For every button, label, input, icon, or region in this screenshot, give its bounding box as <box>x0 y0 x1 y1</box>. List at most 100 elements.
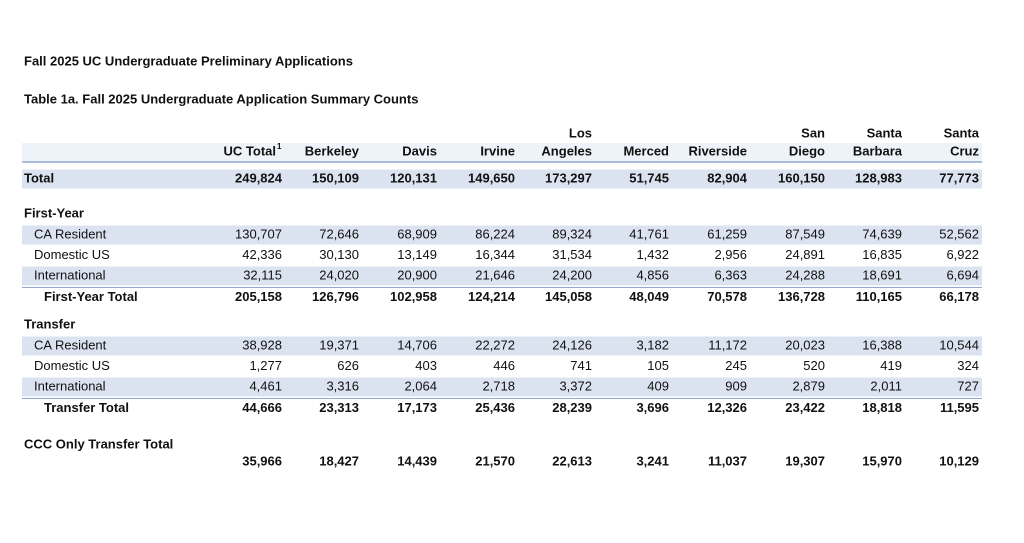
cell: 126,796 <box>312 289 359 304</box>
cell: 51,745 <box>629 170 669 185</box>
cell: 61,259 <box>707 226 747 241</box>
cell: 741 <box>570 358 592 373</box>
cell: 42,336 <box>242 247 282 262</box>
cell: 160,150 <box>778 170 825 185</box>
cell: 11,037 <box>708 453 747 468</box>
table-title: Table 1a. Fall 2025 Undergraduate Applic… <box>24 91 418 106</box>
row-label: Domestic US <box>34 358 110 373</box>
page-title: Fall 2025 UC Undergraduate Preliminary A… <box>24 53 353 68</box>
cell: 3,182 <box>636 337 669 352</box>
cell: 6,363 <box>714 267 747 282</box>
row-band <box>22 336 982 356</box>
row-band <box>22 169 982 189</box>
column-header: Davis <box>402 143 437 158</box>
cell: 11,595 <box>940 400 979 415</box>
row-label: International <box>34 267 106 282</box>
cell: 19,371 <box>319 337 359 352</box>
cell: 136,728 <box>778 289 825 304</box>
cell: 30,130 <box>319 247 359 262</box>
cell: 12,326 <box>707 400 747 415</box>
cell: 20,023 <box>785 337 825 352</box>
column-header: Irvine <box>480 143 515 158</box>
cell: 24,126 <box>552 337 592 352</box>
cell: 20,900 <box>397 267 437 282</box>
cell: 3,696 <box>636 400 669 415</box>
cell: 70,578 <box>707 289 747 304</box>
cell: 18,818 <box>862 400 902 415</box>
cell: 21,646 <box>475 267 515 282</box>
cell: 173,297 <box>545 170 592 185</box>
column-header: Diego <box>789 143 825 158</box>
cell: 2,064 <box>404 378 437 393</box>
cell: 105 <box>647 358 669 373</box>
row-band <box>22 225 982 245</box>
cell: 2,956 <box>714 247 747 262</box>
cell: 124,214 <box>468 289 516 304</box>
cell: 87,549 <box>785 226 825 241</box>
cell: 25,436 <box>475 400 515 415</box>
section-title: First-Year <box>24 205 84 220</box>
row-label: Domestic US <box>34 247 110 262</box>
cell: 19,307 <box>785 453 825 468</box>
cell: 1,277 <box>249 358 282 373</box>
cell: 324 <box>957 358 979 373</box>
cell: 1,432 <box>636 247 669 262</box>
cell: 74,639 <box>862 226 902 241</box>
cell: 14,439 <box>397 453 437 468</box>
cell: 23,313 <box>319 400 359 415</box>
cell: 2,011 <box>870 378 902 393</box>
header-band <box>22 143 982 161</box>
cell: 18,427 <box>319 453 359 468</box>
row-label: CA Resident <box>34 337 107 352</box>
cell: 6,922 <box>946 247 979 262</box>
row-label: Total <box>24 170 54 185</box>
cell: 24,200 <box>552 267 592 282</box>
cell: 145,058 <box>545 289 592 304</box>
cell: 520 <box>803 358 825 373</box>
column-header: Cruz <box>950 143 979 158</box>
row-label: CCC Only Transfer Total <box>24 436 173 451</box>
cell: 120,131 <box>390 170 437 185</box>
cell: 32,115 <box>243 267 282 282</box>
cell: 35,966 <box>242 453 282 468</box>
cell: 18,691 <box>862 267 902 282</box>
footnote-mark: 1 <box>277 142 282 151</box>
cell: 89,324 <box>552 226 592 241</box>
row-band <box>22 266 982 286</box>
cell: 6,694 <box>946 267 979 282</box>
cell: 22,272 <box>475 337 515 352</box>
cell: 23,422 <box>785 400 825 415</box>
cell: 17,173 <box>397 400 437 415</box>
cell: 249,824 <box>235 170 283 185</box>
cell: 10,129 <box>939 453 979 468</box>
cell: 446 <box>493 358 515 373</box>
cell: 149,650 <box>468 170 515 185</box>
column-header: Los <box>569 125 592 140</box>
column-header: Riverside <box>688 143 747 158</box>
cell: 14,706 <box>397 337 437 352</box>
cell: 419 <box>880 358 902 373</box>
row-label: CA Resident <box>34 226 107 241</box>
column-header: Barbara <box>853 143 903 158</box>
cell: 68,909 <box>397 226 437 241</box>
cell: 128,983 <box>855 170 902 185</box>
cell: 150,109 <box>312 170 359 185</box>
column-header: Angeles <box>541 143 592 158</box>
cell: 13,149 <box>397 247 437 262</box>
column-header: San <box>801 125 825 140</box>
cell: 28,239 <box>552 400 592 415</box>
cell: 66,178 <box>939 289 979 304</box>
cell: 3,241 <box>636 453 669 468</box>
column-header: Merced <box>623 143 669 158</box>
cell: 82,904 <box>707 170 748 185</box>
cell: 403 <box>415 358 437 373</box>
column-header: Santa <box>944 125 980 140</box>
cell: 22,613 <box>552 453 592 468</box>
cell: 909 <box>725 378 747 393</box>
cell: 11,172 <box>708 337 747 352</box>
column-header: Santa <box>867 125 903 140</box>
row-band <box>22 377 982 397</box>
row-label: Transfer Total <box>44 400 129 415</box>
cell: 2,879 <box>792 378 825 393</box>
